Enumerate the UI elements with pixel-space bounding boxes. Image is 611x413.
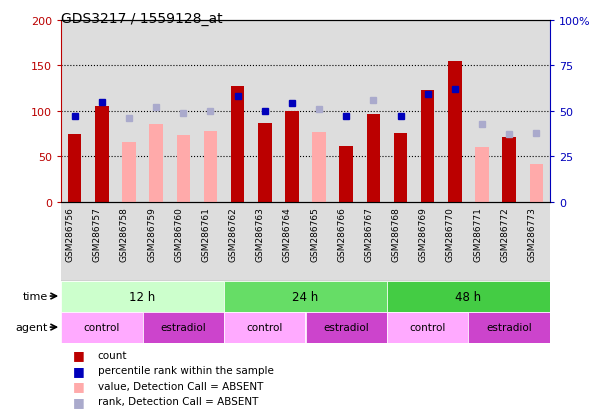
Bar [224, 312, 306, 343]
Bar [469, 312, 550, 343]
Text: GSM286763: GSM286763 [256, 206, 265, 261]
Text: rank, Detection Call = ABSENT: rank, Detection Call = ABSENT [98, 396, 258, 406]
Text: percentile rank within the sample: percentile rank within the sample [98, 365, 274, 375]
Bar [312, 133, 326, 202]
Text: GSM286760: GSM286760 [174, 206, 183, 261]
Bar [387, 312, 469, 343]
Text: control: control [409, 322, 446, 332]
Bar [285, 112, 299, 202]
Text: value, Detection Call = ABSENT: value, Detection Call = ABSENT [98, 381, 263, 391]
Text: GSM286771: GSM286771 [473, 206, 482, 261]
Text: GSM286768: GSM286768 [392, 206, 401, 261]
Bar [61, 312, 142, 343]
Text: GSM286765: GSM286765 [310, 206, 319, 261]
Text: GSM286767: GSM286767 [364, 206, 373, 261]
Text: GSM286757: GSM286757 [93, 206, 102, 261]
Bar [61, 281, 224, 312]
Bar [68, 134, 81, 202]
Text: GSM286758: GSM286758 [120, 206, 129, 261]
Text: GSM286769: GSM286769 [419, 206, 428, 261]
Bar [258, 123, 271, 202]
Text: 48 h: 48 h [455, 290, 481, 303]
Text: control: control [84, 322, 120, 332]
Text: GSM286759: GSM286759 [147, 206, 156, 261]
Text: GDS3217 / 1559128_at: GDS3217 / 1559128_at [61, 12, 223, 26]
Bar [203, 131, 218, 202]
Text: GSM286773: GSM286773 [527, 206, 536, 261]
Bar [340, 147, 353, 202]
Text: GSM286762: GSM286762 [229, 206, 238, 261]
Text: estradiol: estradiol [161, 322, 206, 332]
Bar [502, 138, 516, 202]
Text: ■: ■ [73, 364, 85, 377]
Text: estradiol: estradiol [323, 322, 369, 332]
Bar [393, 133, 408, 202]
Text: ■: ■ [73, 379, 85, 392]
Bar [475, 148, 489, 202]
Text: control: control [247, 322, 283, 332]
Bar [149, 125, 163, 202]
Text: agent: agent [15, 322, 48, 332]
Text: count: count [98, 350, 127, 360]
Bar [530, 164, 543, 202]
Text: GSM286764: GSM286764 [283, 206, 292, 261]
Text: GSM286761: GSM286761 [202, 206, 210, 261]
Text: GSM286772: GSM286772 [500, 206, 509, 261]
Bar [448, 62, 462, 202]
Bar [231, 87, 244, 202]
Bar [142, 312, 224, 343]
Text: time: time [22, 291, 48, 301]
Text: estradiol: estradiol [486, 322, 532, 332]
Bar [224, 281, 387, 312]
Text: 12 h: 12 h [130, 290, 156, 303]
Text: GSM286756: GSM286756 [65, 206, 75, 261]
Text: ■: ■ [73, 348, 85, 361]
Bar [421, 90, 434, 202]
Bar [306, 312, 387, 343]
Text: 24 h: 24 h [293, 290, 318, 303]
Bar [387, 281, 550, 312]
Text: GSM286766: GSM286766 [337, 206, 346, 261]
Text: GSM286770: GSM286770 [446, 206, 455, 261]
Bar [61, 202, 550, 281]
Bar [367, 114, 380, 202]
Text: ■: ■ [73, 395, 85, 408]
Bar [95, 107, 109, 202]
Bar [122, 142, 136, 202]
Bar [177, 136, 190, 202]
